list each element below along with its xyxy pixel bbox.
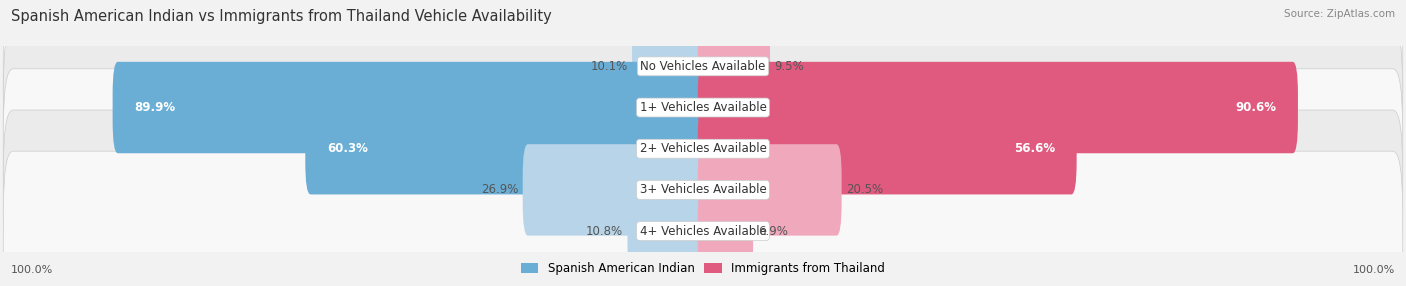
FancyBboxPatch shape [697, 21, 770, 112]
Text: 6.9%: 6.9% [758, 225, 787, 238]
FancyBboxPatch shape [3, 110, 1403, 270]
Text: 10.1%: 10.1% [591, 60, 627, 73]
FancyBboxPatch shape [627, 185, 709, 277]
FancyBboxPatch shape [697, 103, 1077, 194]
FancyBboxPatch shape [305, 103, 709, 194]
FancyBboxPatch shape [697, 185, 754, 277]
Text: 100.0%: 100.0% [11, 265, 53, 275]
Text: 1+ Vehicles Available: 1+ Vehicles Available [640, 101, 766, 114]
Legend: Spanish American Indian, Immigrants from Thailand: Spanish American Indian, Immigrants from… [516, 258, 890, 280]
FancyBboxPatch shape [112, 62, 709, 153]
FancyBboxPatch shape [3, 69, 1403, 229]
Text: 10.8%: 10.8% [586, 225, 623, 238]
Text: 4+ Vehicles Available: 4+ Vehicles Available [640, 225, 766, 238]
Text: 89.9%: 89.9% [134, 101, 176, 114]
Text: No Vehicles Available: No Vehicles Available [640, 60, 766, 73]
Text: 3+ Vehicles Available: 3+ Vehicles Available [640, 183, 766, 196]
FancyBboxPatch shape [3, 28, 1403, 187]
Text: 60.3%: 60.3% [326, 142, 367, 155]
Text: 26.9%: 26.9% [481, 183, 519, 196]
Text: 100.0%: 100.0% [1353, 265, 1395, 275]
Text: 90.6%: 90.6% [1236, 101, 1277, 114]
Text: Source: ZipAtlas.com: Source: ZipAtlas.com [1284, 9, 1395, 19]
FancyBboxPatch shape [697, 62, 1298, 153]
FancyBboxPatch shape [633, 21, 709, 112]
Text: 56.6%: 56.6% [1014, 142, 1054, 155]
Text: Spanish American Indian vs Immigrants from Thailand Vehicle Availability: Spanish American Indian vs Immigrants fr… [11, 9, 553, 23]
FancyBboxPatch shape [3, 0, 1403, 146]
FancyBboxPatch shape [3, 151, 1403, 286]
Text: 20.5%: 20.5% [846, 183, 883, 196]
FancyBboxPatch shape [697, 144, 842, 236]
Text: 9.5%: 9.5% [775, 60, 804, 73]
Text: 2+ Vehicles Available: 2+ Vehicles Available [640, 142, 766, 155]
FancyBboxPatch shape [523, 144, 709, 236]
